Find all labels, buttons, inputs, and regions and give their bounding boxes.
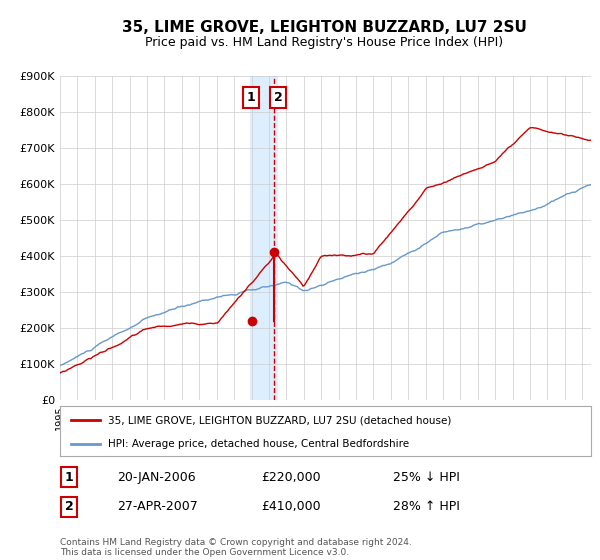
Text: 35, LIME GROVE, LEIGHTON BUZZARD, LU7 2SU: 35, LIME GROVE, LEIGHTON BUZZARD, LU7 2S… — [122, 20, 526, 35]
Bar — [250, 76, 277, 400]
Text: 27-APR-2007: 27-APR-2007 — [117, 500, 198, 514]
Text: 1: 1 — [65, 470, 73, 484]
Text: 2: 2 — [274, 91, 283, 104]
Text: HPI: Average price, detached house, Central Bedfordshire: HPI: Average price, detached house, Cent… — [108, 439, 409, 449]
Text: Contains HM Land Registry data © Crown copyright and database right 2024.
This d: Contains HM Land Registry data © Crown c… — [60, 538, 412, 557]
Text: 28% ↑ HPI: 28% ↑ HPI — [393, 500, 460, 514]
Text: 20-JAN-2006: 20-JAN-2006 — [117, 470, 196, 484]
Text: 1: 1 — [246, 91, 255, 104]
Text: 35, LIME GROVE, LEIGHTON BUZZARD, LU7 2SU (detached house): 35, LIME GROVE, LEIGHTON BUZZARD, LU7 2S… — [108, 415, 451, 425]
Text: £220,000: £220,000 — [261, 470, 320, 484]
Text: 2: 2 — [65, 500, 73, 514]
Text: 25% ↓ HPI: 25% ↓ HPI — [393, 470, 460, 484]
Text: £410,000: £410,000 — [261, 500, 320, 514]
Text: Price paid vs. HM Land Registry's House Price Index (HPI): Price paid vs. HM Land Registry's House … — [145, 36, 503, 49]
